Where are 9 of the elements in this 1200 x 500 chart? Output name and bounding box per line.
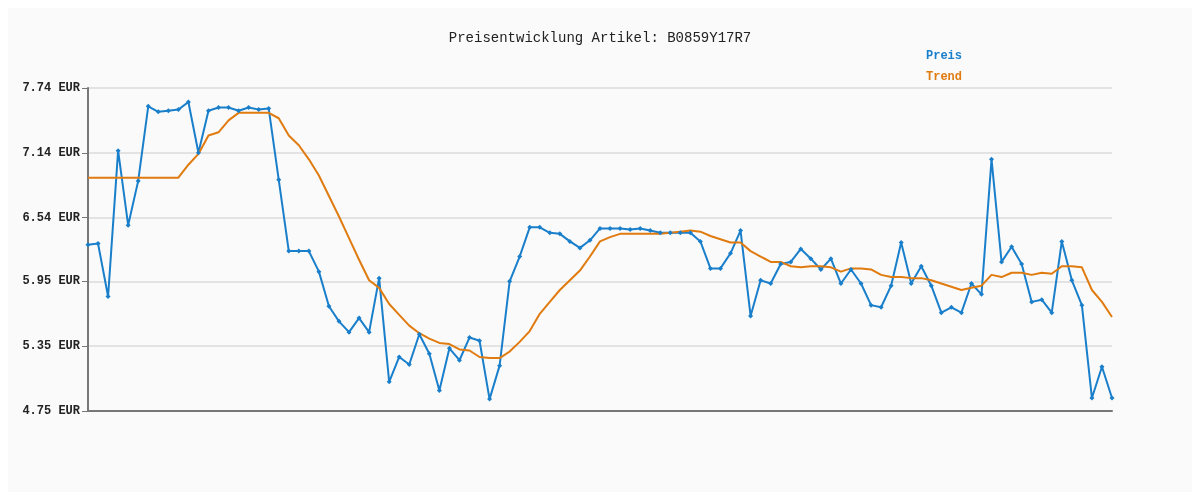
y-tick-label: 6.54 EUR: [22, 210, 81, 225]
y-tick-label: 5.95 EUR: [22, 274, 81, 289]
text: Trend: [925, 70, 963, 84]
chart-title: Preisentwicklung Artikel: B0859Y17R7: [448, 30, 752, 46]
y-tick-label: 5.35 EUR: [22, 339, 81, 354]
text: Preis: [925, 49, 963, 63]
y-tick-label: 4.75 EUR: [22, 404, 81, 418]
y-tick-label: 7.14 EUR: [22, 145, 81, 160]
y-tick-label: 7.74 EUR: [22, 81, 81, 95]
